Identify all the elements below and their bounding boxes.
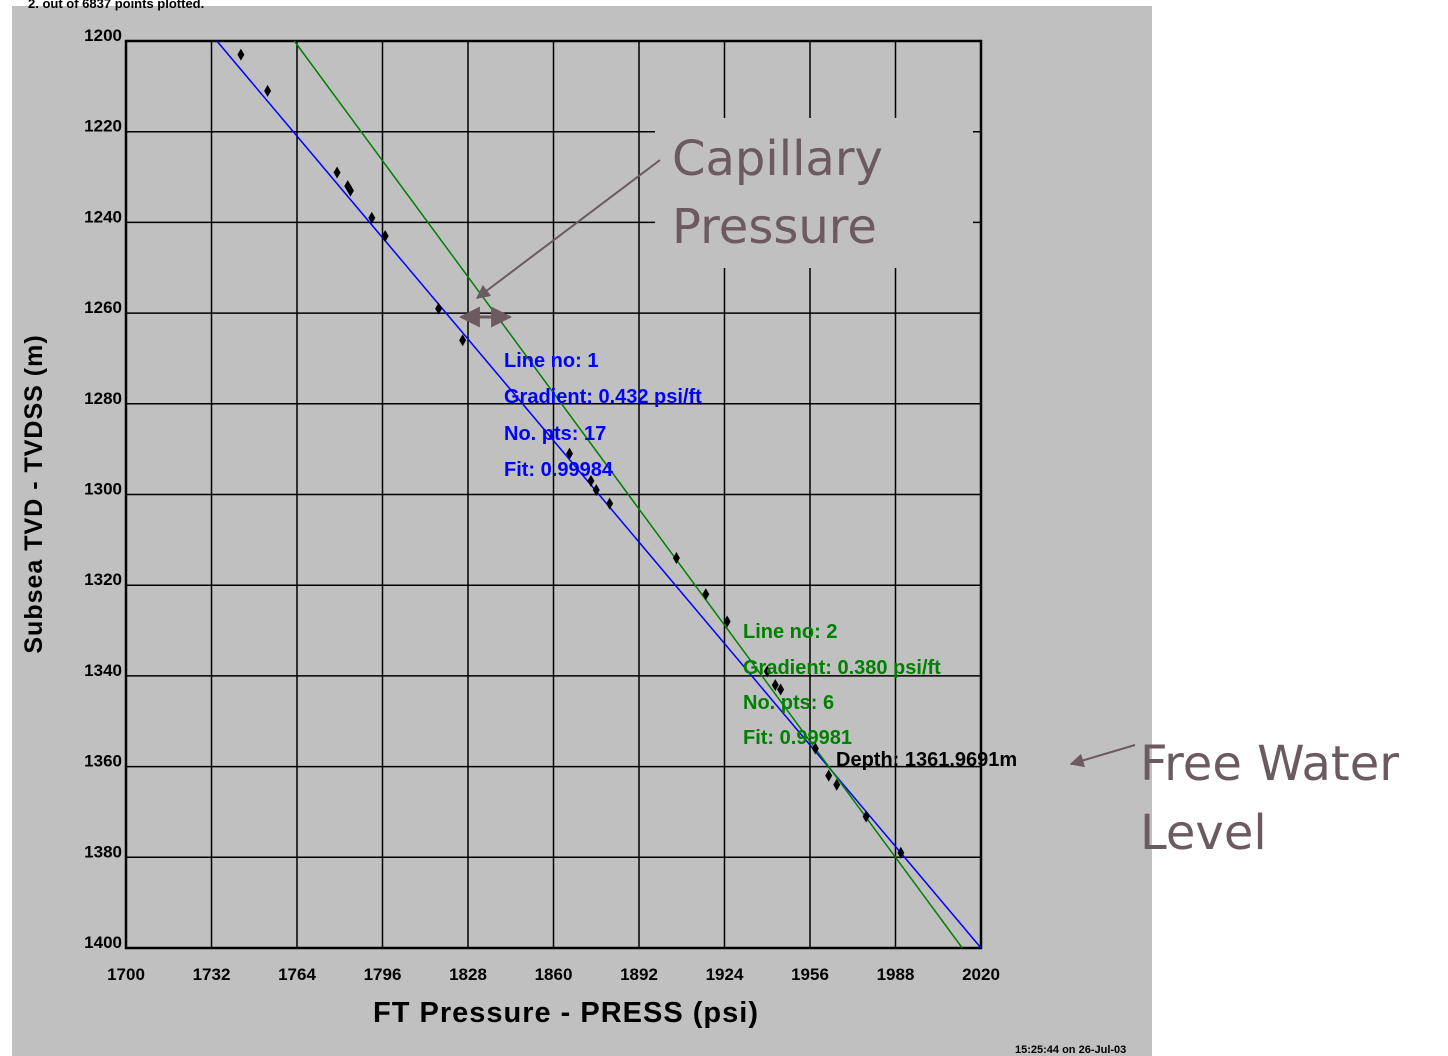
y-tick-label: 1300: [84, 480, 122, 499]
y-tick-label: 1260: [84, 298, 122, 317]
y-axis-title: Subsea TVD - TVDSS (m): [20, 334, 48, 653]
x-tick-label: 1956: [791, 965, 829, 984]
data-point: [237, 49, 244, 61]
y-tick-label: 1380: [84, 842, 122, 861]
data-point: [606, 498, 613, 510]
x-tick-label: 1988: [877, 965, 915, 984]
capillary-callout-line1: Capillary: [672, 131, 883, 187]
data-point: [566, 448, 573, 460]
depth-label: Depth: 1361.9691m: [836, 749, 1017, 771]
y-tick-label: 1280: [84, 389, 122, 408]
line2-stat-npts: No. pts: 6: [743, 692, 834, 714]
fwl-callout-line2: Level: [1140, 805, 1267, 861]
capillary-callout-line2: Pressure: [672, 199, 877, 255]
x-tick-label: 1892: [620, 965, 658, 984]
y-tick-label: 1220: [84, 117, 122, 136]
y-tick-label: 1240: [84, 207, 122, 226]
y-tick-label: 1340: [84, 661, 122, 680]
line2-stat-lineno: Line no: 2: [743, 621, 837, 643]
line1-stat-gradient: Gradient: 0.432 psi/ft: [504, 386, 702, 408]
line1-stat-npts: No. pts: 17: [504, 423, 606, 445]
line1-stat-fit: Fit: 0.99984: [504, 459, 614, 481]
timestamp: 15:25:44 on 26-Jul-03: [1015, 1044, 1126, 1056]
data-point: [825, 770, 832, 782]
data-point: [334, 167, 341, 179]
line1-stats: Line no: 1 Gradient: 0.432 psi/ft No. pt…: [504, 350, 702, 481]
x-tick-label: 1764: [278, 965, 316, 984]
fwl-callout-line1: Free Water: [1140, 736, 1399, 792]
x-axis-title: FT Pressure - PRESS (psi): [373, 997, 759, 1029]
x-tick-label: 1732: [193, 965, 231, 984]
capillary-pointer-arrow: [477, 160, 660, 298]
line2-stat-gradient: Gradient: 0.380 psi/ft: [743, 657, 941, 679]
x-tick-label: 2020: [962, 965, 1000, 984]
data-point: [702, 588, 709, 600]
data-point: [264, 85, 271, 97]
line1-stat-lineno: Line no: 1: [504, 350, 598, 372]
x-tick-label: 1828: [449, 965, 487, 984]
y-tick-label: 1360: [84, 752, 122, 771]
x-tick-label: 1796: [364, 965, 402, 984]
y-tick-label: 1320: [84, 570, 122, 589]
fwl-pointer-arrow: [1071, 745, 1135, 764]
x-tick-label: 1860: [535, 965, 573, 984]
y-tick-label: 1200: [84, 26, 122, 45]
x-tick-label: 1700: [107, 965, 145, 984]
x-tick-label: 1924: [706, 965, 744, 984]
y-tick-label: 1400: [84, 933, 122, 952]
line2-stat-fit: Fit: 0.99981: [743, 727, 852, 749]
